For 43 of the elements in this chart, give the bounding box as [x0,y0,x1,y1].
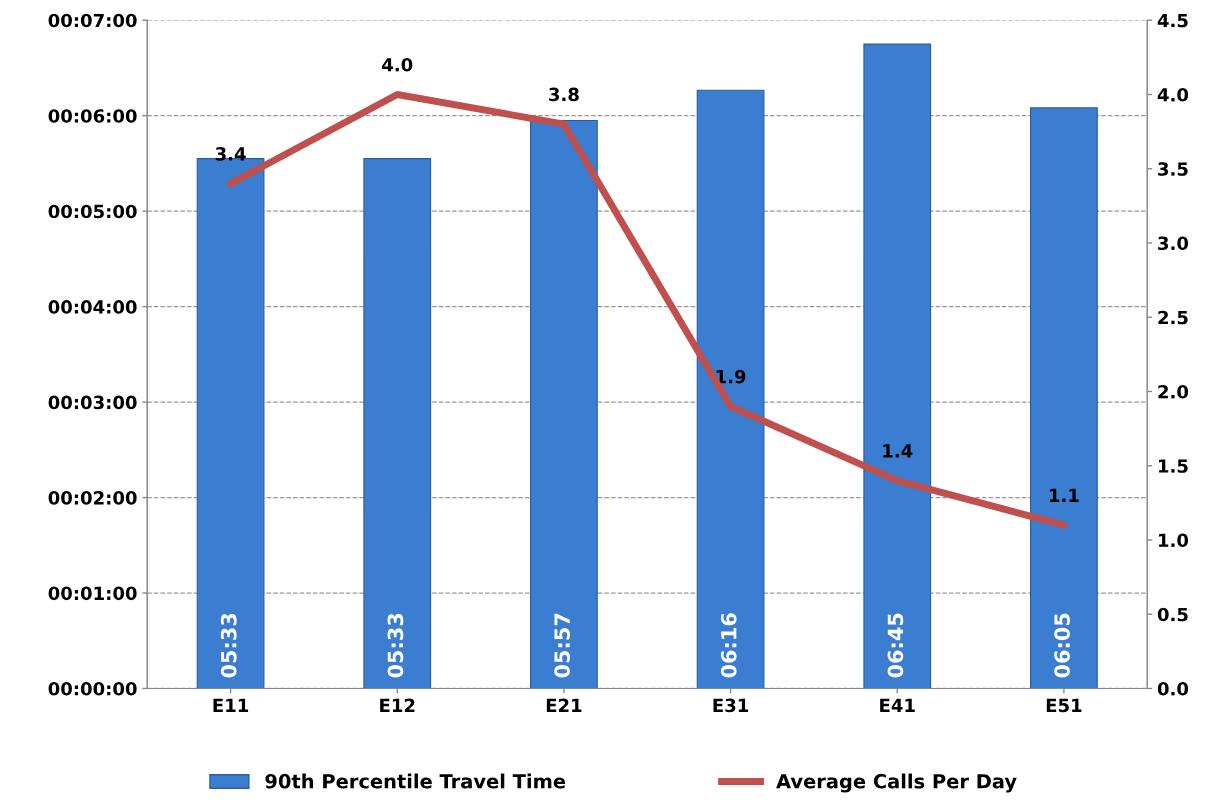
data-label: 05:57 [554,613,570,678]
y2-tick-label: 3.5 [1158,162,1188,176]
data-label: 1.1 [1049,488,1079,502]
data-label: 06:05 [1054,613,1070,678]
bar [530,119,598,689]
y2-tick-label: 3.0 [1158,236,1189,251]
x-tick-label: E12 [380,698,415,712]
data-label: 4.0 [382,57,413,72]
y-tick-label: 00:04:00 [48,300,137,314]
bar [1030,107,1098,689]
data-label: 3.8 [549,87,579,102]
legend-label: 90th Percentile Travel Time [265,773,566,789]
data-label: 05:33 [387,613,404,678]
y-tick-label: 00:07:00 [48,13,137,28]
y-tick-label: 00:03:00 [48,395,137,410]
y-tick-label: 00:01:00 [48,586,137,601]
data-label: 05:33 [220,613,237,678]
y-tick-label: 00:02:00 [48,491,137,505]
y2-tick-label: 2.5 [1158,310,1188,325]
x-tick-label: E21 [546,698,582,712]
bar [696,89,765,689]
y2-tick-label: 1.0 [1159,533,1189,548]
y2-tick-label: 4.0 [1157,87,1189,102]
y2-tick-label: 0.0 [1157,681,1189,696]
data-label: 06:16 [720,613,737,678]
y-tick-label: 00:00:00 [48,681,137,696]
legend-label: Average Calls Per Day [776,773,1017,793]
y2-tick-label: 1.5 [1159,459,1188,473]
x-tick-label: E11 [213,698,249,712]
y2-tick-label: 4.5 [1157,13,1188,28]
x-tick-label: E31 [713,698,749,713]
bar [863,43,932,689]
bar [363,158,432,689]
y-tick-label: 00:06:00 [48,109,137,123]
y2-tick-label: 0.5 [1157,607,1188,622]
x-tick-label: E41 [880,698,915,712]
data-label: 3.4 [215,147,246,161]
data-label: 1.9 [716,369,746,384]
y2-tick-label: 2.0 [1158,384,1189,399]
x-tick-label: E51 [1046,698,1082,713]
data-label: 1.4 [883,444,913,458]
y-tick-label: 00:05:00 [48,204,137,219]
data-label: 06:45 [887,613,904,678]
